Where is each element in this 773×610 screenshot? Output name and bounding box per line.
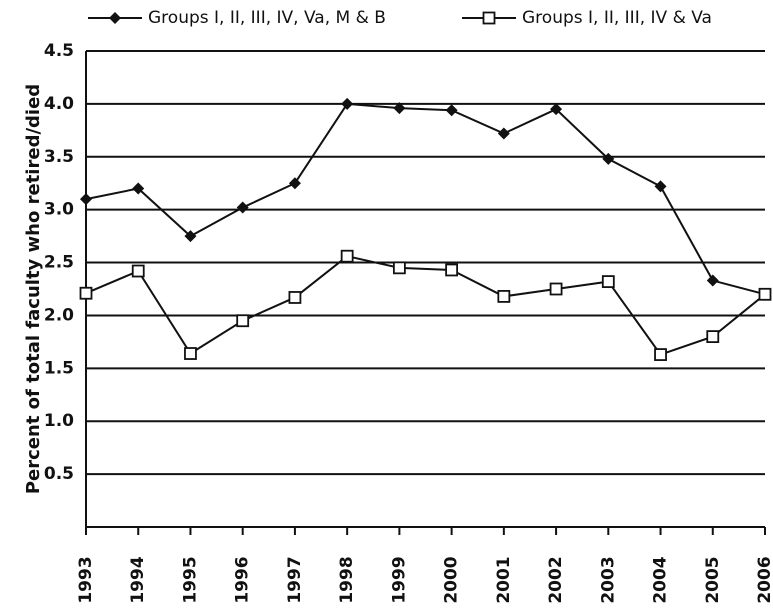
data-point (654, 180, 667, 193)
y-tick-label: 4.0 (44, 94, 74, 114)
y-tick-label: 0.5 (44, 464, 74, 484)
data-point (445, 104, 458, 117)
data-point (393, 102, 406, 115)
y-axis-label: Percent of total faculty who retired/die… (23, 84, 44, 494)
x-tick-label: 1996 (233, 556, 253, 603)
data-point (602, 152, 615, 165)
x-tick-label: 1999 (389, 556, 409, 603)
y-tick-label: 1.0 (44, 411, 74, 431)
y-tick-label: 2.0 (44, 305, 74, 325)
data-point (236, 314, 250, 328)
y-tick-label: 4.5 (44, 41, 74, 61)
data-point (654, 348, 667, 361)
y-tick-label: 3.5 (44, 147, 74, 167)
x-tick-label: 1995 (180, 556, 200, 603)
data-point (340, 249, 354, 263)
legend-label: Groups I, II, III, IV & Va (522, 8, 712, 28)
data-point (288, 177, 301, 190)
data-point (288, 291, 302, 304)
data-point (80, 193, 92, 206)
data-point (392, 261, 406, 275)
data-point (184, 347, 197, 360)
x-tick-label: 1993 (76, 556, 96, 603)
legend-label: Groups I, II, III, IV, Va, M & B (148, 8, 386, 28)
x-tick-label: 2005 (703, 556, 723, 603)
data-point (184, 230, 197, 243)
data-point (550, 103, 563, 116)
data-point (236, 201, 249, 214)
x-tick-label: 2000 (442, 556, 462, 603)
x-tick-label: 1998 (337, 556, 357, 603)
series-line (85, 255, 766, 356)
data-point (549, 282, 563, 296)
x-tick-label: 2002 (546, 556, 566, 603)
data-point (706, 274, 719, 287)
y-tick-label: 1.5 (44, 358, 74, 378)
data-point (601, 275, 615, 288)
x-tick-label: 2006 (755, 556, 773, 603)
x-tick-label: 1994 (128, 556, 148, 603)
series-line (85, 102, 766, 296)
x-tick-label: 2003 (598, 556, 618, 603)
data-point (497, 127, 510, 140)
data-point (132, 182, 145, 195)
legend-marker (109, 12, 121, 24)
data-point (497, 290, 511, 303)
x-tick-label: 2001 (494, 556, 514, 603)
data-point (131, 264, 145, 278)
x-tick-label: 2004 (651, 556, 671, 603)
data-point (758, 287, 772, 301)
data-point (445, 263, 459, 277)
y-tick-label: 3.0 (44, 200, 74, 220)
legend-marker (482, 11, 496, 25)
y-tick-label: 2.5 (44, 253, 74, 273)
data-point (341, 97, 354, 110)
data-point (79, 286, 93, 300)
x-tick-label: 1997 (285, 556, 305, 603)
data-point (706, 330, 720, 344)
